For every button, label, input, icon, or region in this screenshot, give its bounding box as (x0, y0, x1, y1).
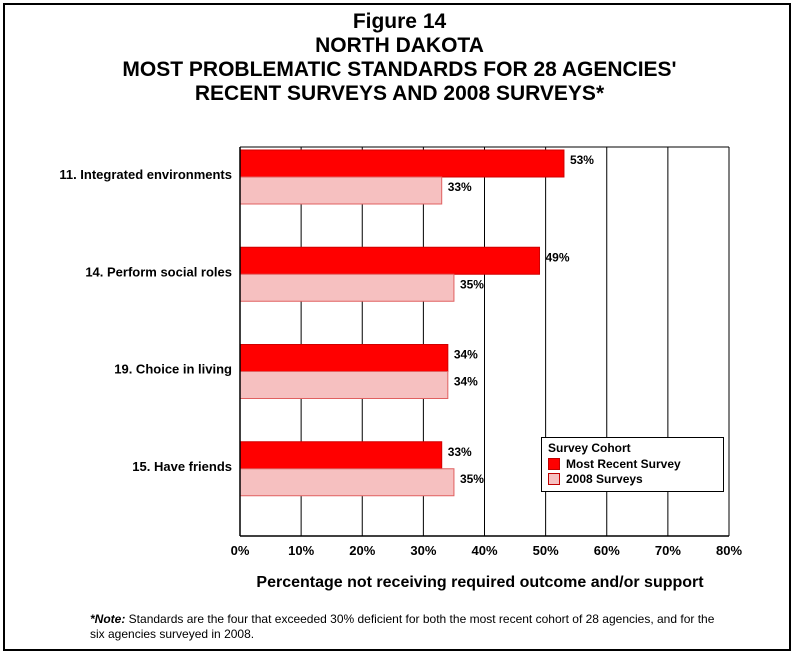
data-label: 33% (448, 180, 472, 194)
footnote-text: Standards are the four that exceeded 30%… (90, 612, 715, 641)
legend: Survey Cohort Most Recent Survey 2008 Su… (541, 437, 724, 492)
footnote: *Note: Standards are the four that excee… (90, 612, 730, 642)
chart-title: Figure 14 NORTH DAKOTA MOST PROBLEMATIC … (0, 10, 799, 106)
x-tick-label: 40% (471, 543, 497, 558)
bar (239, 468, 455, 497)
data-label: 53% (570, 153, 594, 167)
x-axis-label: Percentage not receiving required outcom… (256, 574, 704, 591)
category-label: 15. Have friends (132, 459, 232, 474)
bar (239, 344, 449, 372)
category-label: 19. Choice in living (114, 362, 232, 377)
bar (239, 273, 455, 302)
footnote-lead: *Note: (90, 612, 126, 626)
data-label: 35% (460, 472, 484, 486)
bar (239, 149, 565, 178)
data-label: 35% (460, 277, 484, 291)
x-tick-label: 60% (594, 543, 620, 558)
category-label: 11. Integrated environments (59, 167, 232, 182)
data-label: 33% (448, 445, 472, 459)
chart-title-line-4: RECENT SURVEYS AND 2008 SURVEYS* (194, 82, 605, 105)
bar (239, 441, 443, 470)
legend-item-most-recent: Most Recent Survey (548, 457, 717, 471)
category-label: 14. Perform social roles (85, 264, 232, 279)
legend-title: Survey Cohort (548, 441, 631, 455)
data-label: 34% (454, 348, 478, 362)
legend-label-2008: 2008 Surveys (566, 472, 643, 486)
chart-title-line-3: MOST PROBLEMATIC STANDARDS FOR 28 AGENCI… (122, 58, 677, 81)
legend-swatch-most-recent (548, 458, 560, 470)
x-tick-label: 70% (655, 543, 681, 558)
data-label: 34% (454, 375, 478, 389)
legend-item-2008: 2008 Surveys (548, 472, 717, 486)
bar (239, 176, 443, 205)
x-tick-label: 10% (288, 543, 314, 558)
legend-swatch-2008 (548, 473, 560, 485)
x-tick-label: 50% (533, 543, 559, 558)
x-tick-label: 20% (349, 543, 375, 558)
x-tick-label: 0% (231, 543, 250, 558)
bar (239, 371, 449, 399)
figure-frame (3, 3, 791, 651)
data-label: 49% (546, 250, 570, 264)
chart-title-line-1: Figure 14 (352, 10, 447, 33)
x-tick-label: 80% (716, 543, 742, 558)
chart-title-line-2: NORTH DAKOTA (315, 34, 484, 57)
x-tick-label: 30% (410, 543, 436, 558)
bar (239, 246, 541, 275)
legend-label-most-recent: Most Recent Survey (566, 457, 681, 471)
